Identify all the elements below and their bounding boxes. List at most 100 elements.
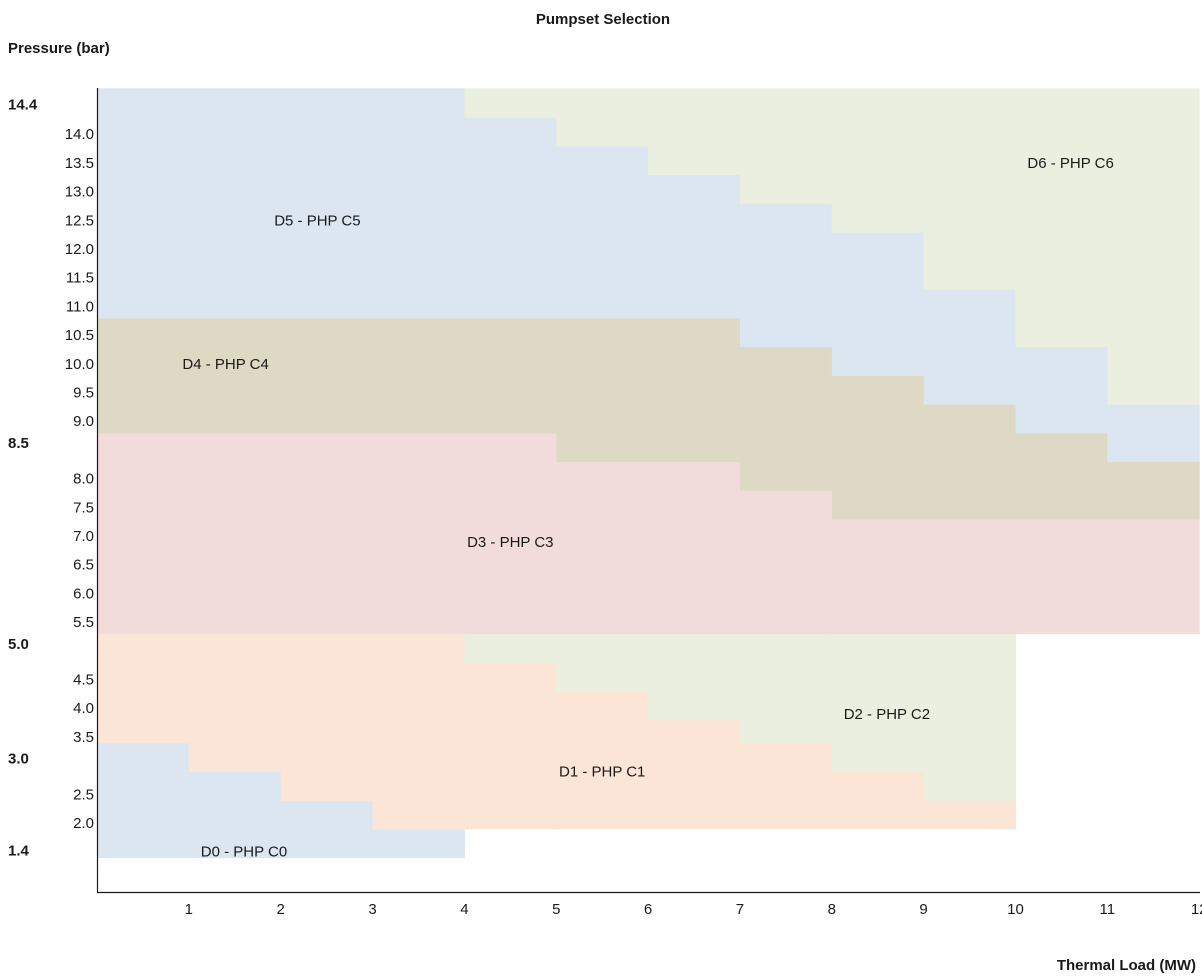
region-d4-php-c4-block-5 [1015,432,1108,520]
region-d4-php-c4-block-3 [831,375,925,520]
region-d5-php-c5-block-6 [923,289,1017,405]
region-d0-php-c0-block-0 [97,742,190,859]
chart-title: Pumpset Selection [536,11,670,28]
region-d5-php-c5-block-3 [648,174,741,319]
x-tick-4: 4 [460,901,468,918]
region-label-d6-php-c6: D6 - PHP C6 [1027,155,1113,172]
region-d3-php-c3-block-1 [556,461,741,635]
region-d5-php-c5-block-1 [464,117,557,319]
region-d6-php-c6-block-2 [648,88,741,175]
region-d4-php-c4-block-1 [556,317,741,462]
region-label-d5-php-c5: D5 - PHP C5 [274,212,360,229]
y-tick-6-0: 6.0 [73,585,94,602]
region-d1-php-c1-block-5 [556,691,649,830]
y-tick-10-0: 10.0 [65,356,94,373]
x-tick-8: 8 [828,901,836,918]
region-d6-php-c6-block-6 [1015,88,1108,348]
region-d5-php-c5-block-2 [556,145,649,319]
y-tick-major-1-4: 1.4 [8,843,30,860]
region-d5-php-c5-block-5 [831,231,925,376]
y-tick-major-14-4: 14.4 [8,96,38,113]
region-d6-php-c6-block-4 [831,88,925,233]
region-d4-php-c4-block-2 [739,346,833,491]
y-tick-9-5: 9.5 [73,385,94,402]
x-tick-2: 2 [277,901,285,918]
y-tick-8-0: 8.0 [73,471,94,488]
region-d2-php-c2-block-0 [464,633,557,663]
y-tick-12-5: 12.5 [65,212,94,229]
y-tick-layer: 14.0 13.5 13.0 12.5 12.0 11.5 11.0 10.5 10.0 9.5 9… [8,96,94,859]
region-d2-php-c2-block-4 [831,633,925,772]
region-d0-php-c0-block-3 [372,828,465,859]
region-d1-php-c1-block-8 [831,771,925,830]
region-d2-php-c2-block-3 [739,633,833,744]
region-d6-php-c6-block-1 [556,88,649,147]
x-axis-label: Thermal Load (MW) [1057,957,1196,974]
region-d3-php-c3-block-3 [831,518,1200,635]
region-d6-php-c6-block-0 [464,88,557,118]
y-tick-10-5: 10.5 [65,327,94,344]
region-label-d0-php-c0: D0 - PHP C0 [201,844,287,861]
y-tick-2-0: 2.0 [73,815,94,832]
x-tick-3: 3 [368,901,376,918]
y-tick-13-0: 13.0 [65,184,94,201]
region-d0-php-c0-block-2 [280,800,374,859]
x-tick-5: 5 [552,901,560,918]
region-d3-php-c3-block-2 [739,490,833,635]
region-d4-php-c4-block-4 [923,404,1017,520]
region-label-d3-php-c3: D3 - PHP C3 [467,534,553,551]
x-tick-9: 9 [919,901,927,918]
y-tick-2-5: 2.5 [73,786,94,803]
region-d3-php-c3-block-0 [97,432,557,635]
region-d0-php-c0-block-1 [188,771,282,859]
region-label-d2-php-c2: D2 - PHP C2 [844,706,930,723]
x-tick-12: 12 [1191,901,1202,918]
axes [96,88,1200,894]
y-tick-7-0: 7.0 [73,528,94,545]
x-tick-1: 1 [185,901,193,918]
region-d1-php-c1-block-2 [280,633,374,801]
region-d6-php-c6-block-7 [1107,88,1200,405]
y-tick-4-5: 4.5 [73,672,94,689]
region-d5-php-c5-block-0 [97,88,465,319]
region-d1-php-c1-block-4 [464,662,557,830]
y-tick-major-3-0: 3.0 [8,751,29,768]
y-tick-12-0: 12.0 [65,241,94,258]
region-d2-php-c2-block-2 [648,633,741,721]
region-label-d4-php-c4: D4 - PHP C4 [182,356,268,373]
x-tick-10: 10 [1007,901,1024,918]
x-tick-6: 6 [644,901,652,918]
x-tick-layer: 123456789101112 [185,901,1202,918]
y-tick-11-0: 11.0 [66,298,94,315]
region-d1-php-c1-block-6 [648,719,741,830]
y-tick-4-0: 4.0 [73,700,94,717]
x-tick-11: 11 [1100,901,1116,918]
region-d1-php-c1-block-9 [923,800,1017,830]
y-axis-label: Pressure (bar) [8,40,110,57]
region-d6-php-c6-block-3 [739,88,833,204]
region-d5-php-c5-block-7 [1015,346,1108,434]
x-tick-7: 7 [736,901,744,918]
region-d1-php-c1-block-1 [188,633,282,772]
region-d1-php-c1-block-0 [97,633,190,744]
y-tick-3-5: 3.5 [73,729,94,746]
y-tick-6-5: 6.5 [73,557,94,574]
region-d6-php-c6-block-5 [923,88,1017,290]
y-tick-major-8-5: 8.5 [8,435,29,452]
y-tick-9-0: 9.0 [73,413,94,430]
region-d5-php-c5-block-8 [1107,404,1200,462]
region-label-d1-php-c1: D1 - PHP C1 [559,763,645,780]
region-d5-php-c5-block-4 [739,203,833,348]
region-layer [97,88,1200,859]
y-tick-7-5: 7.5 [73,499,94,516]
y-tick-11-5: 11.5 [66,270,94,287]
region-d1-php-c1-block-3 [372,633,465,830]
region-label-layer: D0 - PHP C0 D1 - PHP C1 D2 - PHP C2 D3 - PH… [182,155,1113,861]
region-d1-php-c1-block-7 [739,742,833,830]
y-tick-13-5: 13.5 [65,155,94,172]
region-d2-php-c2-block-1 [556,633,649,692]
region-d4-php-c4-block-6 [1107,461,1200,520]
y-tick-5-5: 5.5 [73,614,94,631]
region-d2-php-c2-block-5 [923,633,1017,801]
